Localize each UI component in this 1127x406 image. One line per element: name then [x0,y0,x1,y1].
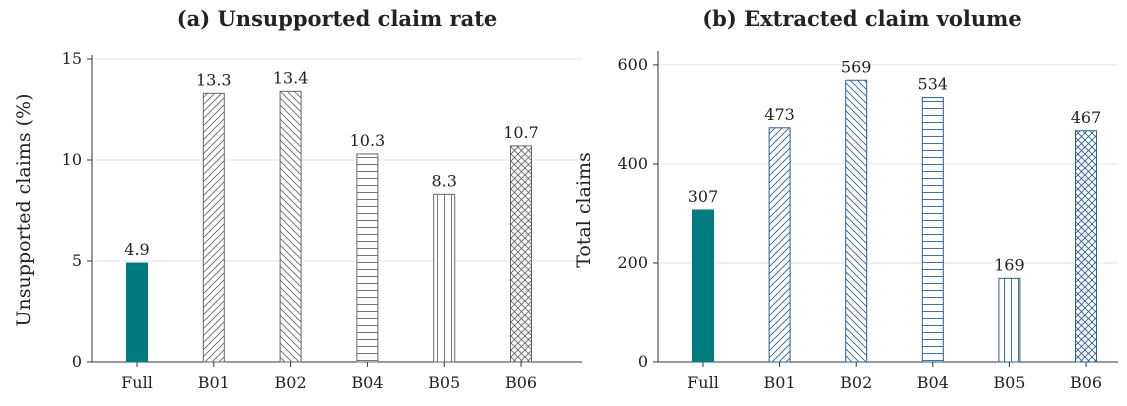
panel-a-bar-b02 [279,90,302,363]
panel-b-ytick-label: 600 [617,55,648,74]
panel-b-xtick-label-b06: B06 [1070,373,1102,392]
panel-b: (b) Extracted claim volume Total claims … [573,6,1118,392]
panel-b-xtick-label-b04: B04 [917,373,949,392]
panel-b-ylabel: Total claims [573,152,595,268]
panel-a-bar-b04 [356,153,379,363]
panel-a-data-label-full: 4.9 [124,240,149,259]
panel-a-bar-b05 [433,193,456,363]
panel-a: (a) Unsupported claim rate Unsupported c… [13,6,582,392]
panel-a-data-label-b05: 8.3 [431,171,456,190]
panel-b-bar-b05 [998,277,1021,363]
panel-a-data-label-b01: 13.3 [196,70,232,89]
panel-b-xtick-label-full: Full [687,373,719,392]
panel-a-ylabel: Unsupported claims (%) [13,94,35,327]
panel-a-ytick-label: 0 [72,352,82,371]
panel-a-xtick-label-b01: B01 [198,373,230,392]
panel-a-bar-b01 [202,92,225,363]
panel-b-data-label-b06: 467 [1071,108,1102,127]
panel-b-data-label-b05: 169 [994,255,1025,274]
panel-b-data-label-b02: 569 [841,57,872,76]
panel-b-data-label-b01: 473 [764,105,795,124]
panel-a-title: (a) Unsupported claim rate [177,6,498,31]
panel-b-data-label-full: 307 [688,187,719,206]
panel-a-ytick-label: 10 [62,150,82,169]
panel-a-bar-b06 [510,145,532,363]
panel-b-title: (b) Extracted claim volume [702,6,1022,31]
panel-b-xtick-label-b02: B02 [840,373,872,392]
panel-a-ytick-label: 15 [62,49,82,68]
panel-b-bar-b01 [768,127,791,363]
panel-b-plot-area: 0 200 400 600 307 Full 473 B01 569 B02 534 B04 169 B0… [617,51,1118,392]
panel-a-plot-area: 0 5 10 15 4.9 Full 13.3 B01 13.4 B02 10.3 B04 8.3 B05… [62,49,582,392]
panel-a-xtick-label-b06: B06 [505,373,537,392]
panel-a-xtick-label-b04: B04 [351,373,383,392]
panel-b-bar-b04 [921,97,944,363]
panel-a-ytick-label: 5 [72,251,82,270]
panel-b-ytick-label: 0 [638,352,648,371]
panel-b-data-label-b04: 534 [918,75,949,94]
panel-b-ytick-label: 200 [617,253,648,272]
panel-b-xtick-label-b01: B01 [764,373,796,392]
panel-a-data-label-b02: 13.4 [273,68,309,87]
panel-b-bar-full [692,209,714,363]
panel-a-xtick-label-b02: B02 [275,373,307,392]
panel-b-ytick-label: 400 [617,154,648,173]
panel-a-data-label-b06: 10.7 [503,123,539,142]
panel-a-bar-full [126,262,148,363]
panel-a-xtick-label-b05: B05 [428,373,460,392]
panel-b-bar-b02 [845,79,868,363]
panel-b-bar-b06 [1075,130,1097,363]
panel-a-data-label-b04: 10.3 [350,131,386,150]
panel-a-xtick-label-full: Full [121,373,153,392]
panel-b-xtick-label-b05: B05 [993,373,1025,392]
